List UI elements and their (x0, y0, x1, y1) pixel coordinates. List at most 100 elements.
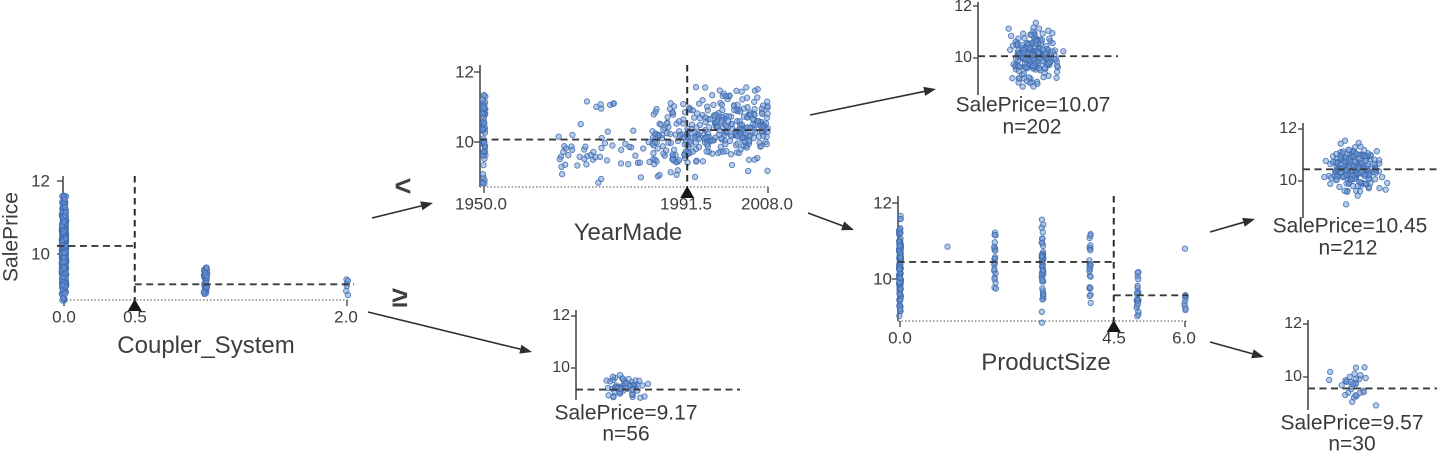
scatter-point (649, 128, 656, 135)
scatter-point (1349, 380, 1357, 387)
node-leaf_9_17 (571, 310, 740, 401)
scatter-point (1039, 285, 1046, 292)
scatter-point (1038, 37, 1046, 44)
scatter-point (1327, 174, 1335, 181)
edge-label-greater-equal: ≥ (392, 281, 408, 314)
scatter-point (734, 101, 741, 108)
scatter-point (1329, 158, 1337, 166)
leaf917-ytick-10: 10 (552, 359, 570, 376)
leaf1007-ytick-10: 10 (954, 49, 972, 66)
scatter-point (610, 393, 617, 401)
scatter-point (1040, 221, 1047, 228)
scatter-point (1039, 30, 1046, 37)
scatter-point (716, 87, 723, 94)
tree-edges (367, 86, 1264, 359)
scatter-point (734, 140, 741, 147)
leaf957-ytick-10: 10 (1284, 368, 1302, 385)
scatter-point (1023, 77, 1030, 84)
yearmade-xlabel: YearMade (573, 219, 683, 246)
scatter-point (743, 84, 750, 91)
scatter-point (1045, 27, 1052, 34)
scatter-point (746, 138, 753, 145)
scatter-point (1345, 146, 1352, 153)
scatter-point (1045, 72, 1052, 79)
scatter-point (754, 94, 761, 101)
scatter-point (709, 92, 716, 99)
scatter-point (1035, 49, 1042, 56)
scatter-point (595, 179, 602, 186)
root-xtick-2: 2.0 (334, 307, 358, 327)
scatter-point (1087, 242, 1094, 249)
scatter-point (1087, 299, 1094, 307)
scatter-point (636, 377, 643, 384)
scatter-point (650, 150, 657, 157)
scatter-point (1352, 376, 1360, 383)
scatter-point (711, 113, 718, 120)
yearmade-ytick-10: 10 (455, 132, 474, 152)
scatter-point (655, 131, 662, 139)
scatter-point (1009, 75, 1016, 82)
scatter-point (604, 128, 611, 135)
productsize-xtick-0: 0.0 (888, 328, 912, 348)
scatter-point (703, 141, 711, 148)
scatter-point (1354, 192, 1361, 199)
scatter-point (991, 231, 998, 239)
scatter-point (1030, 24, 1037, 31)
node-leaf_9_57 (1303, 320, 1437, 410)
yearmade-xtick-1950: 1950.0 (455, 194, 507, 214)
scatter-point (561, 142, 568, 150)
scatter-point (1382, 186, 1389, 193)
scatter-point (715, 149, 722, 157)
scatter-point (581, 155, 588, 162)
edge-line (1209, 221, 1244, 233)
scatter-point (636, 159, 644, 166)
scatter-point (61, 249, 68, 256)
scatter-point (727, 151, 735, 158)
scatter-point (1355, 139, 1362, 147)
scatter-point (896, 243, 903, 250)
leaf917-value-label: SalePrice=9.17 (554, 401, 698, 425)
split-marker (680, 186, 695, 198)
scatter-point (1351, 144, 1359, 151)
scatter-point (759, 102, 767, 109)
leaf957-value-label: SalePrice=9.57 (1280, 411, 1424, 435)
scatter-point (574, 162, 581, 169)
scatter-point (1039, 242, 1047, 250)
scatter-point (569, 131, 576, 139)
leaf1045-value-label: SalePrice=10.45 (1272, 214, 1428, 238)
edge-arrow-4 (1209, 217, 1255, 233)
scatter-point (1039, 267, 1047, 274)
scatter-point (1008, 32, 1015, 40)
scatter-point (693, 110, 701, 117)
split-marker (127, 299, 142, 311)
scatter-point (739, 96, 746, 103)
scatter-point (637, 174, 645, 181)
scatter-point (1341, 159, 1349, 166)
scatter-point (669, 156, 676, 163)
node-yearmade (474, 65, 771, 198)
scatter-point (1361, 364, 1368, 371)
scatter-point (1352, 392, 1359, 399)
scatter-point (1052, 56, 1060, 63)
root-xlabel: Coupler_System (117, 332, 295, 359)
scatter-point (736, 118, 743, 125)
scatter-point (738, 88, 745, 95)
scatter-point (1134, 300, 1142, 307)
scatter-point (692, 158, 700, 165)
scatter-point (723, 147, 730, 155)
scatter-point (644, 380, 652, 387)
scatter-point (717, 143, 724, 150)
scatter-point (1134, 269, 1141, 276)
scatter-point (1366, 171, 1373, 178)
scatter-point (733, 87, 740, 94)
scatter-point (1060, 48, 1067, 55)
scatter-point (609, 373, 616, 380)
scatter-point (665, 139, 672, 146)
edge-label-less-than: < (394, 170, 412, 203)
scatter-point (622, 140, 629, 147)
scatter-point (1372, 176, 1379, 183)
scatter-point (481, 120, 488, 127)
scatter-point (725, 118, 732, 125)
scatter-point (1357, 371, 1364, 379)
